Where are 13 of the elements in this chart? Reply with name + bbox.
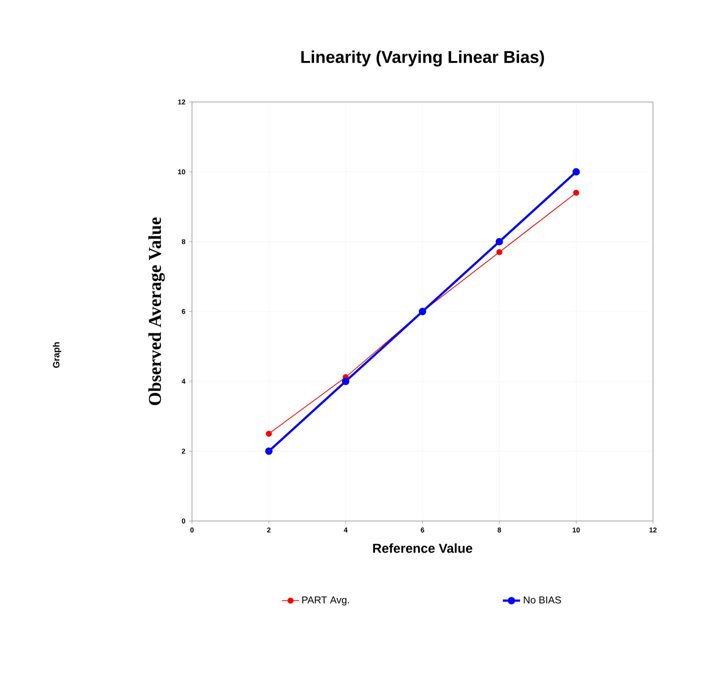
point — [573, 190, 580, 196]
point — [342, 378, 350, 386]
y-axis-title: Observed Average Value — [148, 217, 165, 406]
point — [266, 430, 272, 437]
legend-label: PART Avg. — [302, 596, 349, 606]
point — [572, 168, 580, 176]
point — [265, 447, 273, 455]
text: Graph — [52, 342, 62, 368]
legend-label: No BIAS — [524, 596, 561, 604]
point — [496, 238, 504, 246]
chart-title: Linearity (Varying Linear Bias) — [301, 50, 544, 66]
x-axis-title: Reference Value — [373, 543, 472, 553]
point — [496, 249, 502, 256]
